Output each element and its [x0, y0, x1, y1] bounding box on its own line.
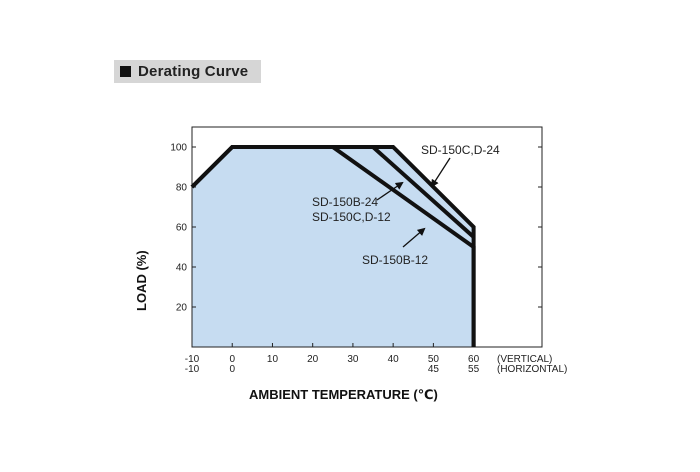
y-tick-label: 20 — [176, 303, 188, 314]
curve-label-mid-1: SD-150B-24 — [312, 195, 378, 209]
x-tick-label-vertical: 30 — [347, 354, 359, 365]
curve-label-mid-2: SD-150C,D-12 — [312, 210, 391, 224]
x-tick-label-horizontal: 55 — [468, 364, 480, 375]
arrow-mid — [376, 181, 404, 201]
x-tick-label-vertical: 40 — [388, 354, 400, 365]
x-tick-label-vertical: 60 — [468, 354, 480, 365]
curve-label-top: SD-150C,D-24 — [421, 143, 500, 157]
x-row-label-horizontal: (HORIZONTAL) — [497, 364, 567, 375]
operating-area-fill — [192, 147, 474, 347]
x-tick-label-horizontal: -10 — [185, 364, 200, 375]
x-tick-label-vertical: 20 — [307, 354, 319, 365]
y-tick-label: 40 — [176, 263, 188, 274]
x-tick-label-vertical: 50 — [428, 354, 440, 365]
plot-frame — [191, 126, 543, 348]
x-tick-label-horizontal: 45 — [428, 364, 440, 375]
arrow-bottom — [402, 227, 426, 248]
square-bullet-icon — [120, 66, 131, 77]
arrow-top — [430, 157, 451, 188]
derating-curve-2 — [371, 145, 475, 239]
y-axis-title: LOAD (%) — [134, 250, 149, 311]
x-tick-label-horizontal: 0 — [229, 364, 235, 375]
y-tick-label: 60 — [176, 223, 188, 234]
y-tick-label: 80 — [176, 183, 188, 194]
x-axis-title: AMBIENT TEMPERATURE (℃) — [249, 387, 438, 402]
section-header: Derating Curve — [114, 60, 261, 83]
derating-curve-3 — [190, 145, 476, 347]
y-tick-label: 100 — [170, 143, 187, 154]
section-title: Derating Curve — [138, 63, 249, 80]
curve-label-bottom: SD-150B-12 — [362, 253, 428, 267]
x-tick-label-vertical: 10 — [267, 354, 279, 365]
x-row-label-vertical: (VERTICAL) — [497, 354, 552, 365]
x-tick-label-vertical: -10 — [185, 354, 200, 365]
x-tick-label-vertical: 0 — [229, 354, 235, 365]
